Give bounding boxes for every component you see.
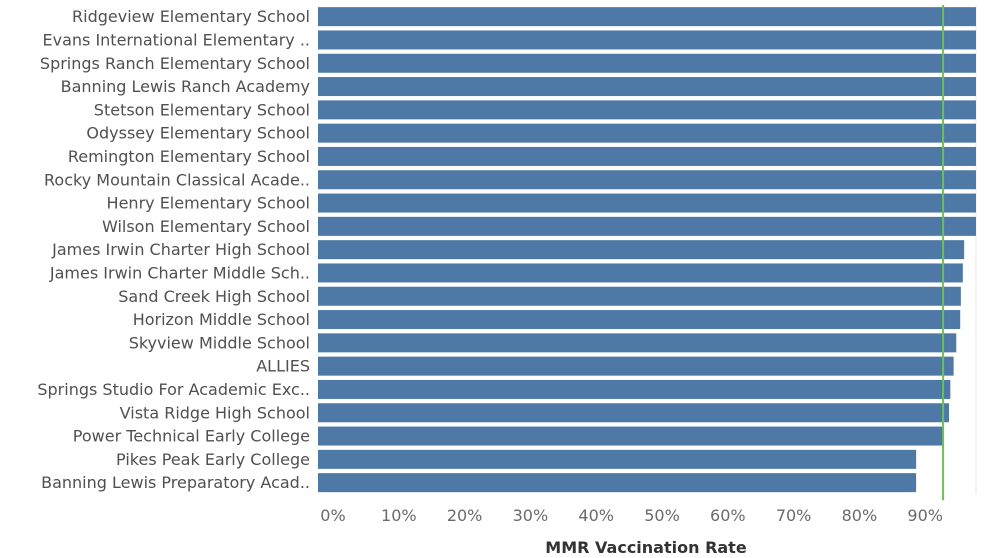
x-axis-title: MMR Vaccination Rate xyxy=(545,538,747,557)
bar xyxy=(318,263,963,282)
bar xyxy=(318,217,976,236)
bar xyxy=(318,124,976,143)
category-label: Springs Ranch Elementary School xyxy=(40,54,310,73)
x-tick-label: 80% xyxy=(842,506,878,525)
category-label: Skyview Middle School xyxy=(129,333,310,352)
bar xyxy=(318,147,976,166)
category-label: ALLIES xyxy=(256,357,310,376)
category-label: Horizon Middle School xyxy=(133,310,310,329)
category-labels: Ridgeview Elementary School Evans Interna… xyxy=(37,7,310,492)
category-label: Power Technical Early College xyxy=(73,427,310,446)
category-label: James Irwin Charter High School xyxy=(51,240,310,259)
category-label: Springs Studio For Academic Exc.. xyxy=(37,380,310,399)
x-tick-label: 50% xyxy=(644,506,680,525)
x-tick-label: 20% xyxy=(447,506,483,525)
bar xyxy=(318,450,916,469)
x-tick-label: 30% xyxy=(513,506,549,525)
x-tick-label: 90% xyxy=(907,506,943,525)
category-label: Stetson Elementary School xyxy=(94,100,310,119)
bar xyxy=(318,77,976,96)
category-label: Henry Elementary School xyxy=(107,194,310,213)
bar xyxy=(318,287,961,306)
category-label: Vista Ridge High School xyxy=(120,403,310,422)
category-label: Sand Creek High School xyxy=(118,287,310,306)
x-tick-label: 10% xyxy=(381,506,417,525)
bar xyxy=(318,194,976,213)
x-tick-label: 70% xyxy=(776,506,812,525)
category-label: Rocky Mountain Classical Acade.. xyxy=(44,170,310,189)
bar xyxy=(318,473,916,492)
category-label: Banning Lewis Ranch Academy xyxy=(61,77,310,96)
category-label: Remington Elementary School xyxy=(68,147,310,166)
x-tick-label: 60% xyxy=(710,506,746,525)
category-label: Ridgeview Elementary School xyxy=(72,7,310,26)
category-label: Banning Lewis Preparatory Acad.. xyxy=(41,473,310,492)
x-tick-labels: 0% 10% 20% 30% 40% 50% 60% 70% 80% 90% xyxy=(320,506,943,525)
x-tick-label: 40% xyxy=(578,506,614,525)
bar xyxy=(318,30,976,49)
bar xyxy=(318,403,949,422)
category-label: Pikes Peak Early College xyxy=(116,450,310,469)
bar xyxy=(318,170,976,189)
category-label: Evans International Elementary .. xyxy=(43,30,311,49)
bar xyxy=(318,7,976,26)
bars xyxy=(318,7,976,492)
bar xyxy=(318,357,954,376)
bar xyxy=(318,427,943,446)
category-label: Odyssey Elementary School xyxy=(86,124,310,143)
bar xyxy=(318,54,976,73)
bar xyxy=(318,333,956,352)
bar xyxy=(318,310,960,329)
x-tick-label: 0% xyxy=(320,506,345,525)
bar xyxy=(318,380,950,399)
bar xyxy=(318,240,964,259)
bar xyxy=(318,100,976,119)
category-label: Wilson Elementary School xyxy=(102,217,310,236)
category-label: James Irwin Charter Middle Sch.. xyxy=(49,263,310,282)
